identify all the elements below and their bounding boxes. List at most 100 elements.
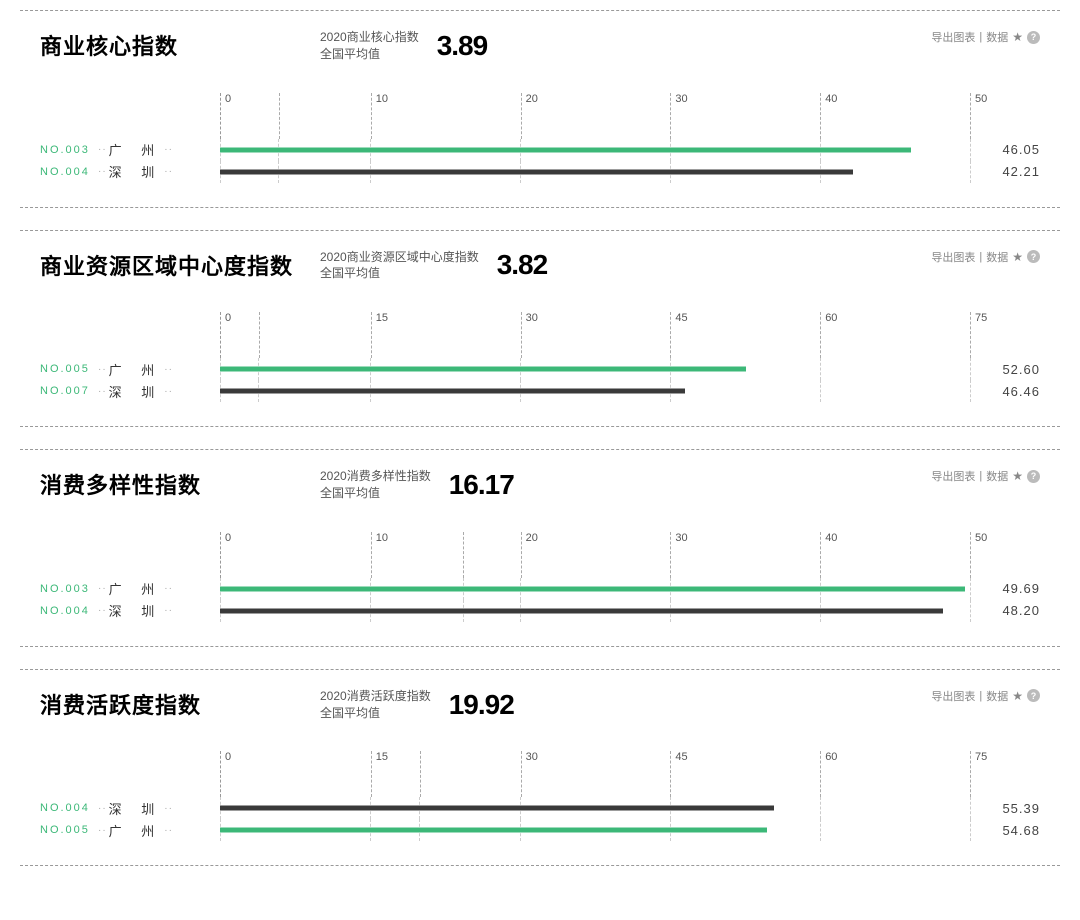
value-label: 49.69: [1002, 581, 1040, 596]
rank-label: NO.003: [40, 583, 98, 595]
dots-separator: ··: [98, 144, 107, 155]
axis-tick: 75: [970, 751, 987, 797]
label-row: NO.007 ·· 深 圳 ··: [40, 380, 220, 402]
value-label: 52.60: [1002, 362, 1040, 377]
export-chart-link[interactable]: 导出图表: [931, 688, 975, 704]
dots-separator: ··: [98, 803, 107, 814]
data-bar: [220, 169, 853, 174]
dots-separator: ··: [98, 166, 107, 177]
help-icon[interactable]: ?: [1027, 31, 1040, 44]
avg-value: 19.92: [449, 689, 514, 721]
export-chart-link[interactable]: 导出图表: [931, 468, 975, 484]
value-label: 42.21: [1002, 164, 1040, 179]
chart-area: NO.004 ·· 深 圳 ·· NO.005 ·· 广 州 ·· 015304…: [20, 751, 1060, 841]
export-block: 导出图表 | 数据 ★ ?: [931, 468, 1040, 484]
dots-separator: ··: [98, 605, 107, 616]
help-icon[interactable]: ?: [1027, 689, 1040, 702]
avg-label-line1: 2020消费活跃度指数: [320, 688, 431, 705]
star-icon[interactable]: ★: [1012, 30, 1023, 44]
city-label: 深 圳: [109, 382, 163, 401]
bar-row: [220, 161, 970, 183]
city-label: 广 州: [109, 579, 163, 598]
dots-separator: ··: [164, 803, 173, 814]
label-row: NO.004 ·· 深 圳 ··: [40, 161, 220, 183]
dots-separator: ··: [164, 583, 173, 594]
axis-tick: 30: [521, 751, 538, 797]
dots-separator: ··: [98, 364, 107, 375]
avg-label-line2: 全国平均值: [320, 485, 431, 502]
axis-tick: 0: [221, 312, 231, 358]
axis-tick: 20: [521, 93, 538, 139]
star-icon[interactable]: ★: [1012, 689, 1023, 703]
rank-label: NO.003: [40, 144, 98, 156]
label-row: NO.004 ·· 深 圳 ··: [40, 797, 220, 819]
star-icon[interactable]: ★: [1012, 469, 1023, 483]
city-label: 广 州: [109, 821, 163, 840]
average-marker: [420, 751, 421, 797]
data-bar: [220, 608, 943, 613]
axis-tick: 30: [670, 93, 687, 139]
rank-label: NO.005: [40, 363, 98, 375]
x-axis: 01530456075: [220, 751, 970, 797]
bar-row: [220, 139, 970, 161]
city-label: 深 圳: [109, 799, 163, 818]
panel-title: 消费活跃度指数: [40, 688, 320, 720]
dots-separator: ··: [98, 583, 107, 594]
export-chart-link[interactable]: 导出图表: [931, 29, 975, 45]
panel-title: 商业核心指数: [40, 29, 320, 61]
bar-row: [220, 380, 970, 402]
export-data-link[interactable]: 数据: [986, 29, 1008, 45]
bar-row: [220, 578, 970, 600]
average-block: 2020消费活跃度指数全国平均值19.92: [320, 688, 514, 722]
export-separator: |: [979, 690, 982, 702]
export-data-link[interactable]: 数据: [986, 249, 1008, 265]
value-label: 46.46: [1002, 384, 1040, 399]
export-data-link[interactable]: 数据: [986, 468, 1008, 484]
export-block: 导出图表 | 数据 ★ ?: [931, 249, 1040, 265]
dots-separator: ··: [164, 144, 173, 155]
city-label: 深 圳: [109, 162, 163, 181]
label-row: NO.003 ·· 广 州 ··: [40, 139, 220, 161]
axis-tick: 45: [670, 751, 687, 797]
dots-separator: ··: [164, 386, 173, 397]
dots-separator: ··: [164, 605, 173, 616]
data-bar: [220, 828, 767, 833]
export-chart-link[interactable]: 导出图表: [931, 249, 975, 265]
help-icon[interactable]: ?: [1027, 250, 1040, 263]
dots-separator: ··: [164, 166, 173, 177]
avg-label-line2: 全国平均值: [320, 46, 419, 63]
average-marker: [259, 312, 260, 358]
axis-tick: 0: [221, 532, 231, 578]
avg-value: 3.82: [497, 249, 548, 281]
value-label: 54.68: [1002, 823, 1040, 838]
data-bar: [220, 806, 774, 811]
export-separator: |: [979, 251, 982, 263]
x-axis: 01020304050: [220, 93, 970, 139]
axis-tick: 75: [970, 312, 987, 358]
axis-tick: 30: [670, 532, 687, 578]
label-row: NO.005 ·· 广 州 ··: [40, 819, 220, 841]
panel-title: 商业资源区域中心度指数: [40, 249, 320, 281]
axis-tick: 60: [820, 751, 837, 797]
value-label: 46.05: [1002, 142, 1040, 157]
city-label: 深 圳: [109, 601, 163, 620]
dots-separator: ··: [98, 386, 107, 397]
chart-panel-core: 商业核心指数2020商业核心指数全国平均值3.89导出图表 | 数据 ★ ?NO…: [20, 10, 1060, 208]
export-data-link[interactable]: 数据: [986, 688, 1008, 704]
axis-tick: 15: [371, 312, 388, 358]
city-label: 广 州: [109, 140, 163, 159]
star-icon[interactable]: ★: [1012, 250, 1023, 264]
rank-label: NO.004: [40, 166, 98, 178]
chart-area: NO.003 ·· 广 州 ·· NO.004 ·· 深 圳 ·· 010203…: [20, 93, 1060, 183]
axis-tick: 15: [371, 751, 388, 797]
export-separator: |: [979, 470, 982, 482]
help-icon[interactable]: ?: [1027, 470, 1040, 483]
rank-label: NO.005: [40, 824, 98, 836]
avg-label-line1: 2020消费多样性指数: [320, 468, 431, 485]
export-block: 导出图表 | 数据 ★ ?: [931, 688, 1040, 704]
rank-label: NO.004: [40, 605, 98, 617]
export-separator: |: [979, 31, 982, 43]
axis-tick: 40: [820, 532, 837, 578]
avg-label-line1: 2020商业核心指数: [320, 29, 419, 46]
average-marker: [279, 93, 280, 139]
